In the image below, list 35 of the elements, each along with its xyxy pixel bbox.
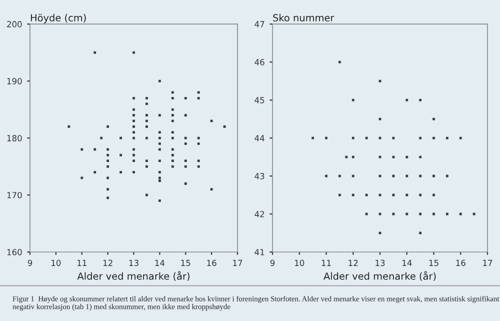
y-tick-label: 46 [254, 59, 264, 66]
y-tick-label: 190 [7, 78, 22, 84]
x-tick-label: 10 [294, 260, 304, 266]
y-tick-label: 200 [7, 21, 22, 28]
x-axis-title: Alder ved menarke (år) [324, 271, 436, 281]
x-tick-label: 16 [207, 260, 216, 266]
x-tick-label: 11 [77, 260, 86, 266]
chart-title: Sko nummer [273, 14, 334, 22]
x-tick-label: 12 [103, 260, 112, 266]
x-tick-label: 17 [483, 260, 492, 266]
x-tick-label: 9 [28, 260, 32, 266]
x-tick-label: 14 [155, 260, 165, 266]
y-tick-label: 180 [7, 135, 22, 142]
x-tick-label: 13 [129, 260, 138, 266]
x-tick-label: 10 [52, 260, 61, 266]
x-axis-title: Alder ved menarke (år) [77, 271, 190, 281]
x-tick-label: 14 [402, 260, 412, 266]
y-tick-label: 45 [254, 97, 264, 104]
x-tick-label: 17 [233, 260, 242, 266]
x-tick-label: 16 [456, 260, 466, 266]
x-tick-label: 9 [270, 260, 275, 266]
y-tick-label: 43 [254, 172, 264, 180]
x-tick-label: 11 [322, 260, 331, 266]
x-tick-label: 15 [181, 260, 190, 266]
x-tick-label: 13 [376, 260, 385, 266]
x-tick-label: 12 [348, 260, 358, 266]
y-tick-label: 47 [254, 21, 264, 28]
y-tick-label: 44 [254, 135, 264, 142]
y-tick-label: 160 [7, 248, 22, 256]
y-tick-label: 41 [254, 249, 264, 256]
y-tick-label: 42 [254, 210, 264, 218]
y-tick-label: 170 [7, 192, 22, 198]
chart-title: Höyde (cm) [30, 14, 86, 24]
point [338, 60, 341, 64]
x-tick-label: 15 [429, 260, 438, 266]
